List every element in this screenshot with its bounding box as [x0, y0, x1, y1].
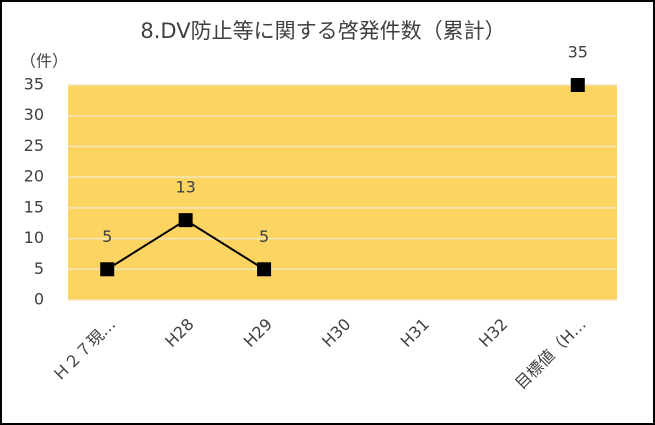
marker: [257, 262, 272, 277]
data-label: 35: [568, 43, 588, 62]
marker: [100, 262, 115, 277]
y-tick-label: 5: [34, 259, 44, 278]
y-axis-label: （件）: [20, 52, 68, 71]
plot-area: [68, 85, 617, 300]
y-tick-label: 25: [24, 136, 44, 155]
data-label: 13: [175, 178, 195, 197]
y-tick-label: 30: [24, 105, 44, 124]
marker: [570, 78, 585, 92]
y-tick-label: 20: [24, 167, 44, 186]
marker: [178, 213, 193, 228]
chart-title: 8.DV防止等に関する啓発件数（累計）: [140, 19, 505, 43]
data-label: 5: [102, 227, 112, 246]
y-tick-label: 10: [24, 228, 44, 247]
data-label: 5: [259, 227, 269, 246]
y-tick-label: 0: [34, 290, 44, 309]
y-tick-label: 35: [24, 75, 44, 94]
y-tick-label: 15: [24, 197, 44, 216]
